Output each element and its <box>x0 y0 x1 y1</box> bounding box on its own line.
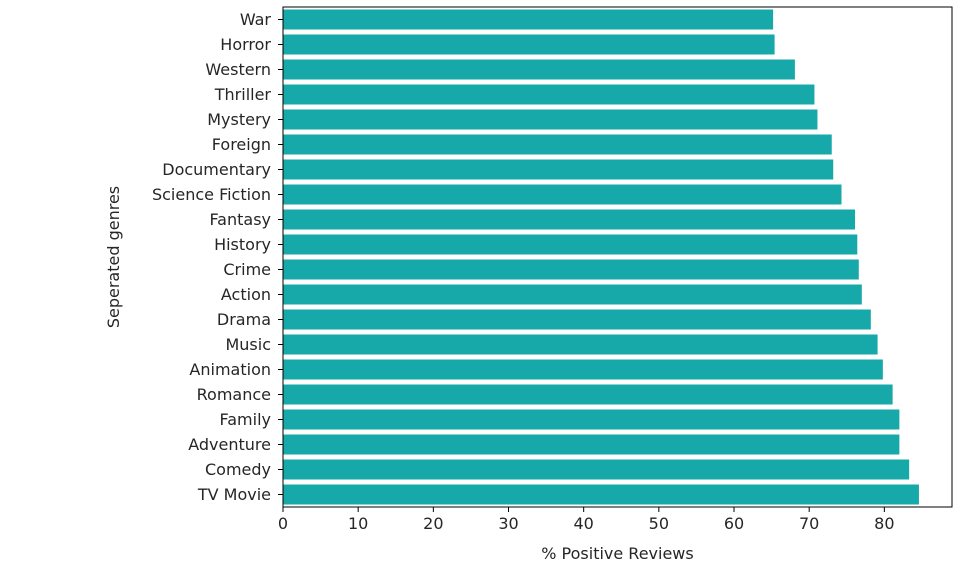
bar-tv-movie <box>283 484 919 505</box>
x-tick-label: 30 <box>498 514 518 533</box>
bars-group <box>283 9 919 505</box>
x-tick-label: 20 <box>423 514 443 533</box>
y-tick-label: Mystery <box>207 110 271 129</box>
bar-animation <box>283 359 883 380</box>
bar-mystery <box>283 109 818 130</box>
x-tick-label: 0 <box>278 514 288 533</box>
y-tick-label: Drama <box>217 310 271 329</box>
bar-comedy <box>283 459 910 480</box>
bar-family <box>283 409 900 430</box>
y-tick-label: Documentary <box>162 160 271 179</box>
y-axis-ticks: War Horror Western Thriller Mystery Foreign Do… <box>152 10 283 504</box>
bar-documentary <box>283 159 834 180</box>
y-tick-label: TV Movie <box>197 485 271 504</box>
y-tick-label: Foreign <box>212 135 271 154</box>
bar-action <box>283 284 862 305</box>
y-tick-label: Science Fiction <box>152 185 271 204</box>
y-tick-label: Comedy <box>205 460 271 479</box>
y-tick-label: Action <box>221 285 271 304</box>
y-tick-label: Crime <box>223 260 271 279</box>
bar-music <box>283 334 878 355</box>
y-tick-label: Fantasy <box>209 210 271 229</box>
y-tick-label: War <box>240 10 272 29</box>
x-tick-label: 80 <box>874 514 894 533</box>
y-tick-label: Thriller <box>214 85 272 104</box>
y-tick-label: Horror <box>220 35 271 54</box>
y-tick-label: Western <box>205 60 271 79</box>
bar-horror <box>283 34 775 55</box>
bar-thriller <box>283 84 815 105</box>
plot-frame <box>282 6 953 508</box>
y-tick-label: Romance <box>197 385 271 404</box>
bar-foreign <box>283 134 832 155</box>
y-tick-label: History <box>214 235 271 254</box>
y-tick-label: Music <box>225 335 271 354</box>
y-tick-label: Family <box>220 410 271 429</box>
x-tick-label: 40 <box>573 514 593 533</box>
y-axis-label: Seperated genres <box>104 186 123 328</box>
bar-adventure <box>283 434 900 455</box>
bar-war <box>283 9 774 30</box>
x-tick-label: 50 <box>649 514 669 533</box>
bar-western <box>283 59 795 80</box>
bar-crime <box>283 259 859 280</box>
x-axis-label: % Positive Reviews <box>541 544 693 563</box>
x-tick-label: 10 <box>348 514 368 533</box>
bar-fantasy <box>283 209 856 230</box>
x-axis-ticks: 0 10 20 30 40 50 60 70 80 <box>278 507 895 533</box>
bar-science-fiction <box>283 184 842 205</box>
bar-drama <box>283 309 871 330</box>
x-tick-label: 70 <box>799 514 819 533</box>
bar-romance <box>283 384 893 405</box>
y-tick-label: Adventure <box>188 435 271 454</box>
y-tick-label: Animation <box>189 360 271 379</box>
bar-history <box>283 234 858 255</box>
x-tick-label: 60 <box>724 514 744 533</box>
